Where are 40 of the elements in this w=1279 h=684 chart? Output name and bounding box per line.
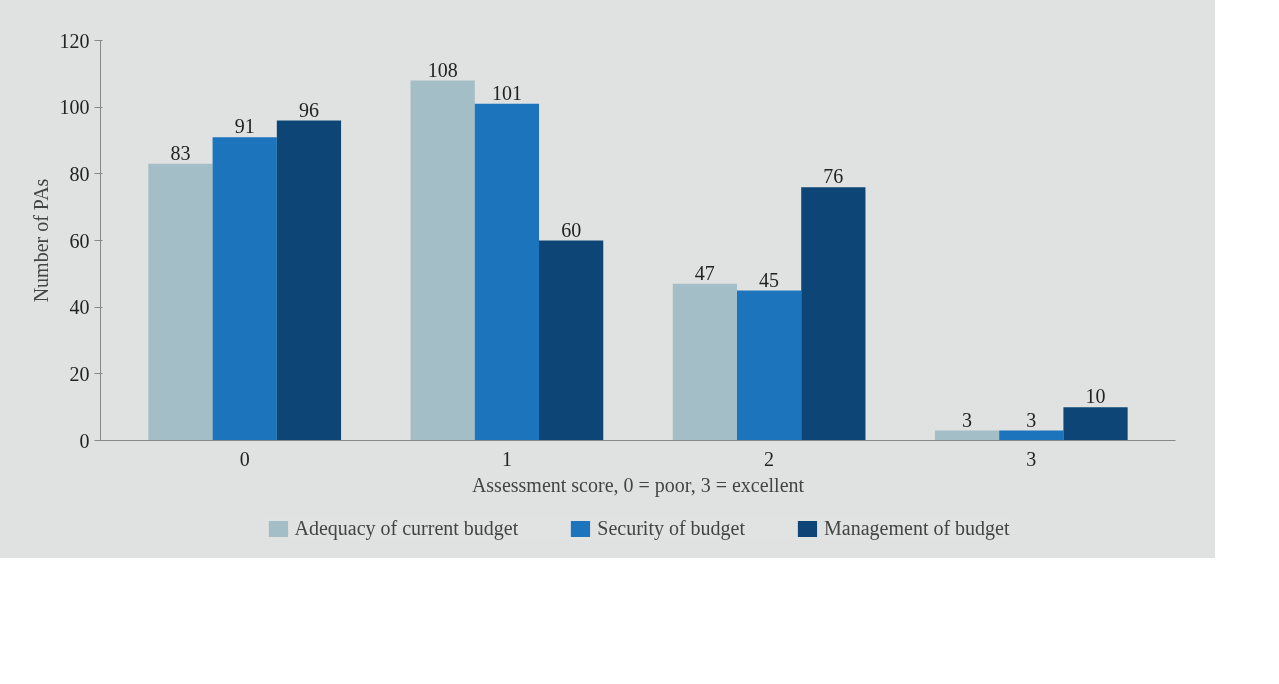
- data-label: 45: [759, 268, 780, 291]
- bar: [1063, 407, 1128, 441]
- data-label: 60: [561, 218, 582, 241]
- x-tick-label: 3: [1026, 447, 1037, 470]
- bar: [410, 80, 475, 441]
- bar: [539, 240, 604, 441]
- x-tick-label: 1: [501, 447, 512, 470]
- x-axis-title: Assessment score, 0 = poor, 3 = excellent: [471, 473, 805, 497]
- bar: [276, 120, 342, 441]
- data-label: 3: [962, 408, 973, 431]
- bar: [934, 430, 1000, 441]
- data-label: 47: [694, 261, 715, 284]
- y-tick-label: 100: [59, 96, 90, 119]
- legend-label: Adequacy of current budget: [294, 516, 519, 540]
- legend-label: Security of budget: [597, 516, 746, 540]
- data-label: 83: [170, 141, 191, 164]
- legend-label: Management of budget: [824, 516, 1010, 540]
- y-tick-label: 80: [69, 162, 90, 185]
- data-label: 76: [823, 165, 844, 188]
- y-tick-label: 20: [69, 362, 90, 385]
- y-tick-label: 0: [79, 429, 90, 452]
- data-label: 96: [298, 98, 319, 121]
- data-label: 108: [427, 58, 458, 81]
- data-label: 10: [1085, 385, 1106, 408]
- bar: [148, 163, 213, 441]
- y-tick-label: 120: [59, 29, 90, 52]
- bar: [801, 187, 866, 441]
- data-label: 3: [1026, 408, 1037, 431]
- x-tick-label: 2: [764, 447, 775, 470]
- bar: [672, 283, 737, 441]
- y-axis-title: Number of PAs: [29, 178, 52, 303]
- x-tick-label: 0: [239, 447, 250, 470]
- bar: [999, 430, 1064, 441]
- y-tick-label: 60: [69, 229, 90, 252]
- data-label: 101: [491, 81, 522, 104]
- bar: [474, 103, 540, 441]
- bar: [736, 290, 802, 441]
- bar: [212, 137, 277, 441]
- data-label: 91: [234, 115, 255, 138]
- y-tick-label: 40: [69, 296, 90, 319]
